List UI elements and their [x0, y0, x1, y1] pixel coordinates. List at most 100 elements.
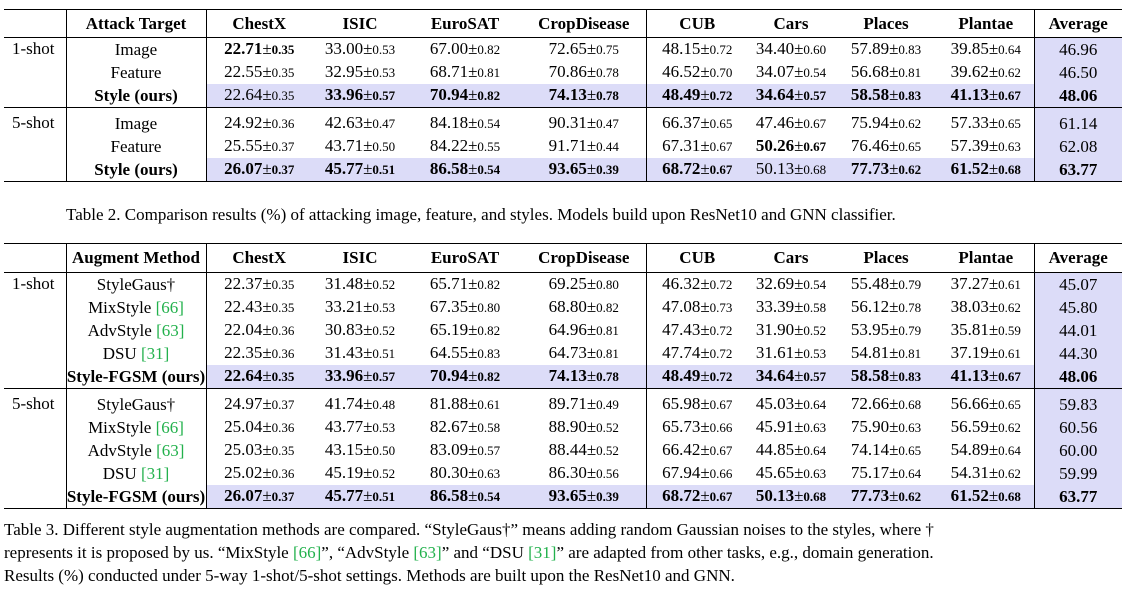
value-cell: 75.90±0.63 — [834, 416, 938, 439]
plus-minus: ± — [794, 85, 804, 104]
table-row: Feature 25.55±0.37 43.71±0.50 84.22±0.55 91.… — [4, 135, 1122, 158]
average-value: 63.77 — [1033, 158, 1122, 182]
column-header: Places — [834, 9, 938, 38]
column-header: CUB — [645, 9, 748, 38]
value-cell: 84.18±0.54 — [408, 108, 522, 136]
plus-minus: ± — [363, 62, 373, 81]
method-name: AdvStyle [63] — [65, 319, 206, 342]
std-value: 0.36 — [271, 420, 295, 435]
mean-value: 22.37 — [224, 274, 263, 293]
std-value: 0.83 — [477, 346, 501, 361]
value-cell: 48.15±0.72 — [645, 37, 748, 61]
plus-minus: ± — [988, 320, 999, 339]
citation-link[interactable]: [63] — [413, 543, 442, 562]
plus-minus: ± — [586, 159, 597, 178]
mean-value: 25.55 — [224, 136, 263, 155]
std-value: 0.82 — [477, 369, 501, 384]
shot-label: 5-shot — [12, 113, 55, 132]
plus-minus: ± — [586, 440, 597, 459]
std-value: 0.81 — [596, 346, 619, 361]
mean-value: 53.95 — [850, 320, 890, 339]
column-header: Cars — [748, 9, 834, 38]
std-value: 0.49 — [596, 397, 619, 412]
plus-minus: ± — [586, 85, 597, 104]
std-value: 0.80 — [477, 300, 501, 315]
citation-link[interactable]: [66] — [155, 297, 184, 317]
mean-value: 66.37 — [662, 113, 701, 132]
value-cell: 72.65±0.75 — [522, 38, 646, 62]
citation-link[interactable]: [31] — [140, 463, 170, 483]
plus-minus: ± — [262, 463, 272, 482]
mean-value: 34.40 — [755, 39, 795, 58]
std-value: 0.68 — [998, 489, 1021, 504]
method-label: Image — [114, 39, 158, 59]
method-label: Style (ours) — [94, 159, 178, 179]
plus-minus: ± — [889, 113, 899, 132]
mean-value: 56.66 — [950, 394, 989, 413]
std-value: 0.66 — [709, 466, 733, 481]
std-value: 0.36 — [271, 466, 295, 481]
citation-link[interactable]: [66] — [292, 543, 322, 562]
std-value: 0.64 — [803, 397, 827, 412]
std-value: 0.57 — [803, 369, 827, 384]
std-value: 0.79 — [898, 277, 922, 292]
plus-minus: ± — [262, 274, 272, 293]
mean-value: 57.39 — [950, 136, 989, 155]
std-value: 0.72 — [709, 346, 733, 361]
mean-value: 25.04 — [224, 417, 263, 436]
mean-value: 89.71 — [548, 394, 587, 413]
method-label: AdvStyle — [87, 440, 152, 460]
std-value: 0.66 — [709, 420, 733, 435]
citation-link[interactable]: [31] — [528, 543, 557, 562]
mean-value: 22.55 — [224, 62, 263, 81]
value-cell: 55.48±0.79 — [834, 273, 938, 297]
average-value: 45.80 — [1033, 296, 1122, 319]
table-row: DSU [31] 22.35±0.36 31.43±0.51 64.55±0.83 64… — [4, 342, 1122, 365]
citation-link[interactable]: [63] — [156, 440, 185, 460]
citation-link[interactable]: [63] — [156, 320, 185, 340]
table-2-caption: Table 2. Comparison results (%) of attac… — [66, 205, 896, 224]
citation-link[interactable]: [66] — [155, 417, 184, 437]
mean-value: 74.13 — [548, 366, 587, 385]
value-cell: 34.07±0.54 — [748, 61, 834, 84]
std-value: 0.54 — [803, 65, 827, 80]
mean-value: 75.17 — [850, 463, 890, 482]
plus-minus: ± — [794, 274, 804, 293]
column-header: EuroSAT — [408, 9, 522, 38]
mean-value: 38.03 — [950, 297, 989, 316]
value-cell: 56.59±0.62 — [938, 416, 1034, 439]
column-header: ISIC — [312, 9, 408, 38]
average-value: 59.83 — [1033, 388, 1122, 416]
value-cell: 66.42±0.67 — [645, 439, 748, 462]
plus-minus: ± — [700, 463, 710, 482]
mean-value: 43.71 — [324, 136, 364, 155]
value-cell: 86.30±0.56 — [522, 462, 646, 485]
value-cell: 86.58±0.54 — [408, 158, 522, 182]
value-cell: 33.96±0.57 — [312, 365, 408, 389]
plus-minus: ± — [586, 486, 597, 505]
caption-text: ” are adapted from other tasks, e.g., do… — [556, 543, 934, 562]
std-value: 0.53 — [372, 300, 396, 315]
mean-value: 54.81 — [850, 343, 890, 362]
value-cell: 84.22±0.55 — [408, 135, 522, 158]
value-cell: 22.43±0.35 — [205, 296, 312, 319]
mean-value: 72.65 — [548, 39, 587, 58]
method-name: Feature — [65, 135, 206, 158]
mean-value: 22.04 — [224, 320, 263, 339]
table-3-caption-line-3: Results (%) conducted under 5-way 1-shot… — [4, 566, 735, 585]
value-cell: 58.58±0.83 — [834, 365, 938, 389]
mean-value: 77.73 — [850, 159, 890, 178]
plus-minus: ± — [363, 417, 373, 436]
std-value: 0.82 — [477, 277, 501, 292]
mean-value: 75.94 — [850, 113, 890, 132]
citation-link[interactable]: [31] — [140, 343, 170, 363]
value-cell: 41.13±0.67 — [938, 365, 1034, 389]
std-value: 0.64 — [998, 42, 1021, 57]
method-label: Feature — [110, 136, 162, 156]
value-cell: 25.55±0.37 — [205, 135, 312, 158]
plus-minus: ± — [363, 297, 373, 316]
value-cell: 45.77±0.51 — [312, 158, 408, 182]
std-value: 0.50 — [372, 139, 396, 154]
value-cell: 75.17±0.64 — [834, 462, 938, 485]
